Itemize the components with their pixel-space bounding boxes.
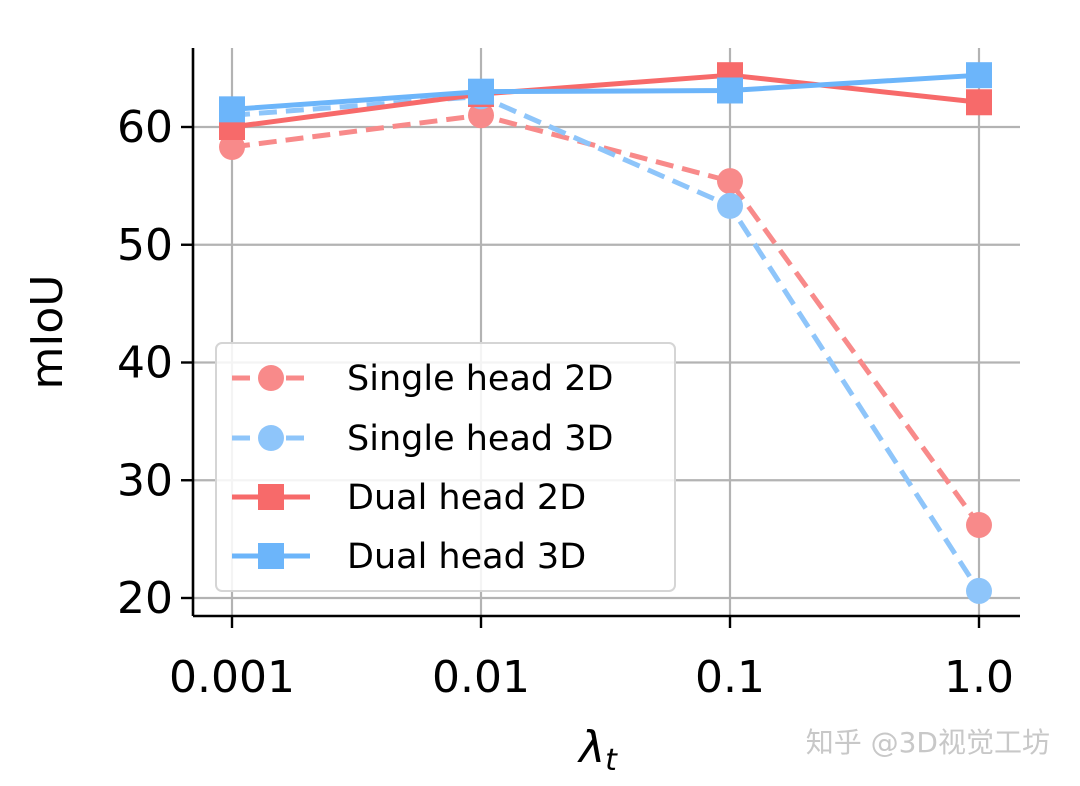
x-tick-label: 0.1	[695, 652, 765, 703]
y-tick-label: 20	[117, 573, 173, 624]
legend-label: Single head 3D	[347, 419, 613, 459]
data-point	[966, 577, 992, 604]
data-point	[468, 102, 494, 129]
legend-frame	[215, 342, 676, 592]
series-layer	[219, 62, 992, 604]
legend-entries: Single head 2D Single head 3D Dual head 2D…	[232, 359, 613, 577]
data-point	[468, 78, 494, 105]
y-tick-label: 30	[117, 455, 173, 506]
ticks-layer: 20 30 40 50 60 0.001 0.01 0.1 1.0	[117, 102, 1014, 703]
x-axis-label-subscript: t	[605, 743, 618, 778]
legend-label: Dual head 3D	[347, 537, 586, 577]
x-axis-label: λt	[577, 722, 618, 778]
data-point	[717, 192, 743, 219]
legend-entry: Single head 3D	[232, 419, 613, 459]
legend-entry: Single head 2D	[232, 359, 613, 399]
legend-label: Dual head 2D	[347, 478, 586, 518]
data-point	[966, 62, 992, 89]
series-line	[231, 112, 982, 527]
x-tick-label: 0.001	[169, 652, 295, 703]
data-point	[717, 77, 743, 104]
y-tick-label: 60	[117, 102, 173, 153]
series-line	[231, 72, 980, 112]
y-axis-label: mIoU	[22, 275, 73, 390]
watermark: 知乎 @3D视觉工坊	[806, 726, 1050, 759]
data-point	[966, 511, 992, 538]
series-line	[231, 72, 980, 130]
series-single-head-2d	[219, 102, 992, 538]
legend-marker	[258, 543, 284, 569]
data-point	[717, 168, 743, 195]
x-axis-label-symbol: λ	[577, 722, 605, 773]
data-point	[219, 96, 245, 123]
data-point	[966, 89, 992, 116]
series-dual-head-3d	[219, 62, 992, 123]
x-tick-label: 0.01	[432, 652, 530, 703]
legend-marker	[258, 365, 284, 391]
series-line	[231, 93, 982, 593]
axes-layer	[191, 48, 1020, 618]
data-point	[219, 134, 245, 161]
x-tick-label: 1.0	[944, 652, 1014, 703]
legend-entry: Dual head 2D	[232, 478, 586, 518]
legend: Single head 2D Single head 3D Dual head 2D…	[215, 342, 676, 592]
legend-marker	[258, 484, 284, 510]
y-tick-label: 50	[117, 220, 173, 271]
legend-marker	[258, 425, 284, 451]
legend-label: Single head 2D	[347, 359, 613, 399]
legend-entry: Dual head 3D	[232, 537, 586, 577]
y-tick-label: 40	[117, 338, 173, 389]
